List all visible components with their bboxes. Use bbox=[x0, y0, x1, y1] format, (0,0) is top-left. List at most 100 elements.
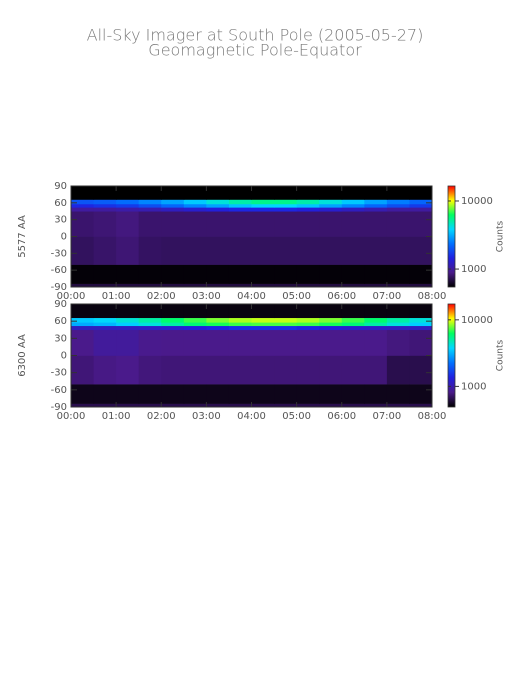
heatmap-cell bbox=[138, 203, 162, 208]
heatmap-cell bbox=[138, 207, 162, 212]
heatmap-cell bbox=[296, 355, 320, 385]
heatmap-cell bbox=[364, 186, 388, 200]
heatmap-cell bbox=[319, 384, 343, 404]
heatmap-cell bbox=[386, 203, 410, 208]
heatmap-cell bbox=[161, 203, 185, 208]
heatmap-cell bbox=[116, 264, 140, 284]
x-tick-label: 04:00 bbox=[237, 291, 266, 302]
heatmap-cell bbox=[341, 317, 365, 323]
y-tick-label: -30 bbox=[51, 368, 67, 379]
heatmap-cell bbox=[296, 317, 320, 323]
heatmap-cell bbox=[341, 355, 365, 385]
heatmap-cell bbox=[228, 384, 252, 404]
y-tick-label: -90 bbox=[51, 282, 67, 293]
y-tick-label: 30 bbox=[54, 215, 67, 226]
heatmap-cell bbox=[161, 384, 185, 404]
heatmap-cell bbox=[93, 384, 117, 404]
heatmap-cell bbox=[93, 283, 117, 288]
colorbar-tick-label: 10000 bbox=[461, 315, 493, 326]
heatmap-cell bbox=[138, 317, 162, 323]
heatmap-cell bbox=[409, 283, 433, 288]
heatmap-cell bbox=[138, 186, 162, 200]
heatmap-cell bbox=[228, 283, 252, 288]
heatmap-cell bbox=[116, 283, 140, 288]
x-tick-label: 08:00 bbox=[418, 291, 447, 302]
heatmap-cell bbox=[228, 325, 252, 331]
heatmap-cell bbox=[116, 355, 140, 385]
heatmap-cell bbox=[183, 355, 207, 385]
heatmap-cell bbox=[93, 403, 117, 408]
heatmap-cell bbox=[274, 211, 298, 237]
heatmap-cell bbox=[386, 317, 410, 323]
heatmap-cell bbox=[296, 322, 320, 327]
y-tick-label: -60 bbox=[51, 265, 67, 276]
heatmap-cell bbox=[364, 304, 388, 319]
heatmap-cell bbox=[138, 384, 162, 404]
heatmap-cell bbox=[93, 203, 117, 208]
heatmap-cell bbox=[341, 384, 365, 404]
heatmap-cell bbox=[274, 264, 298, 284]
x-tick-label: 08:00 bbox=[418, 411, 447, 422]
heatmap-cell bbox=[364, 211, 388, 237]
heatmap-cell bbox=[251, 203, 275, 208]
y-tick-label: -30 bbox=[51, 248, 67, 259]
heatmap-cell bbox=[71, 317, 95, 323]
heatmap-cell bbox=[296, 403, 320, 408]
heatmap-cell bbox=[71, 283, 95, 288]
heatmap-cell bbox=[161, 283, 185, 288]
heatmap-cell bbox=[161, 199, 185, 205]
heatmap-cell bbox=[409, 211, 433, 237]
heatmap-cell bbox=[364, 403, 388, 408]
heatmap-cell bbox=[161, 403, 185, 408]
heatmap-cell bbox=[319, 329, 343, 356]
heatmap-cell bbox=[71, 322, 95, 327]
heatmap-cell bbox=[409, 355, 433, 385]
heatmap-cell bbox=[228, 355, 252, 385]
heatmap-cell bbox=[206, 211, 230, 237]
colorbar-tick-label: 1000 bbox=[461, 381, 486, 392]
heatmap-cell bbox=[274, 329, 298, 356]
heatmap-cell bbox=[319, 317, 343, 323]
heatmap-cell bbox=[183, 304, 207, 319]
x-tick-label: 06:00 bbox=[327, 411, 356, 422]
heatmap-cell bbox=[319, 203, 343, 208]
heatmap-cell bbox=[161, 186, 185, 200]
heatmap-cell bbox=[274, 355, 298, 385]
y-axis-label: 6300 AA bbox=[17, 334, 28, 377]
heatmap-cell bbox=[251, 325, 275, 331]
x-tick-label: 01:00 bbox=[102, 291, 131, 302]
heatmap-cell bbox=[93, 329, 117, 356]
heatmap-cell bbox=[71, 329, 95, 356]
heatmap-cell bbox=[319, 236, 343, 265]
heatmap-cell bbox=[93, 317, 117, 323]
heatmap-cell bbox=[319, 283, 343, 288]
heatmap-cell bbox=[274, 199, 298, 205]
heatmap-cell bbox=[296, 203, 320, 208]
heatmap-cell bbox=[319, 211, 343, 237]
heatmap-cell bbox=[228, 211, 252, 237]
heatmap-cell bbox=[251, 211, 275, 237]
heatmap-cell bbox=[116, 203, 140, 208]
heatmap-cell bbox=[386, 304, 410, 319]
heatmap-cell bbox=[93, 199, 117, 205]
heatmap-cell bbox=[251, 304, 275, 319]
heatmap-cell bbox=[228, 236, 252, 265]
heatmap-cell bbox=[251, 403, 275, 408]
heatmap-cell bbox=[183, 199, 207, 205]
heatmap-cell bbox=[409, 203, 433, 208]
heatmap-cell bbox=[386, 186, 410, 200]
heatmap-cell bbox=[274, 236, 298, 265]
x-tick-label: 04:00 bbox=[237, 411, 266, 422]
heatmap-cell bbox=[251, 264, 275, 284]
heatmap-cell bbox=[319, 322, 343, 327]
heatmap-cell bbox=[116, 236, 140, 265]
heatmap-cell bbox=[116, 199, 140, 205]
heatmap-cell bbox=[296, 384, 320, 404]
heatmap-cell bbox=[251, 317, 275, 323]
heatmap-cell bbox=[296, 264, 320, 284]
heatmap-cell bbox=[386, 384, 410, 404]
heatmap-cell bbox=[341, 304, 365, 319]
heatmap-cell bbox=[296, 236, 320, 265]
heatmap-cell bbox=[161, 322, 185, 327]
heatmap-cell bbox=[409, 236, 433, 265]
